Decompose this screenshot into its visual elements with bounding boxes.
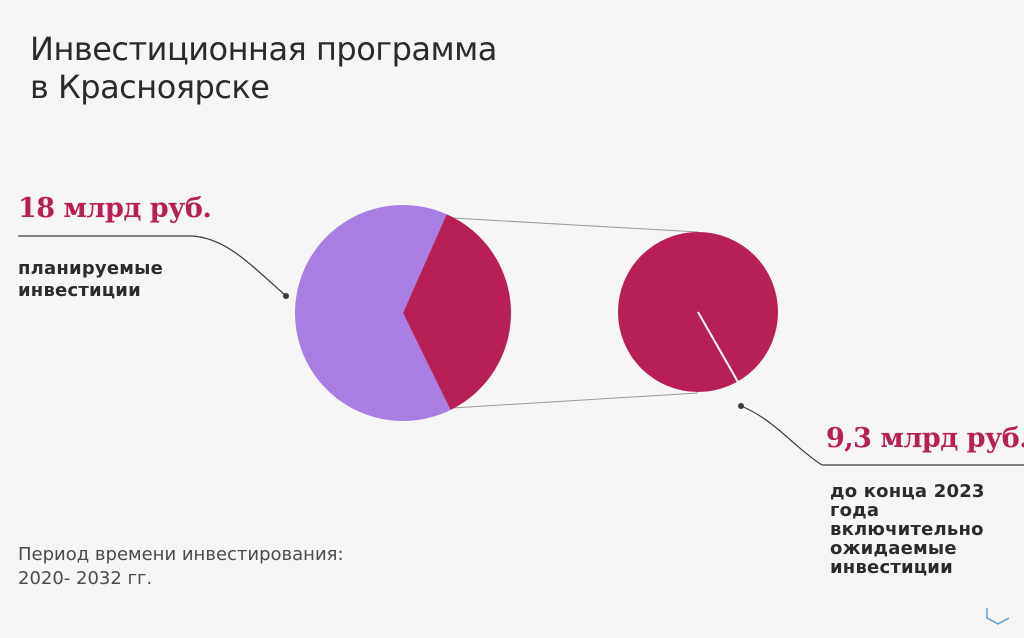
connector-line-bottom xyxy=(451,392,699,409)
title-line-1: Инвестиционная программа xyxy=(30,30,497,68)
left-callout-dot xyxy=(283,293,289,299)
right-value: 9,3 млрд руб. xyxy=(826,423,1024,454)
title-line-2: в Красноярске xyxy=(30,68,270,106)
right-description-line-1: до конца 2023 xyxy=(830,481,985,502)
left-description: планируемые инвестиции xyxy=(18,258,163,302)
right-description-line-4: ожидаемые xyxy=(830,538,957,559)
main-pie xyxy=(295,205,512,421)
investment-period: Период времени инвестирования: 2020- 203… xyxy=(18,543,344,591)
right-description: до конца 2023 года включительно ожидаемы… xyxy=(830,482,985,577)
detail-pie xyxy=(618,232,778,392)
period-label: Период времени инвестирования: xyxy=(18,544,344,565)
detail-pie-divider xyxy=(697,311,739,382)
corner-chevron-icon xyxy=(986,608,1010,625)
right-callout-curve xyxy=(740,405,823,466)
right-description-line-5: инвестиции xyxy=(830,557,953,578)
connector-line-top xyxy=(451,217,699,233)
left-description-line-1: планируемые xyxy=(18,258,164,279)
right-description-line-3: включительно xyxy=(830,519,984,540)
pie-slice-expected xyxy=(403,214,512,410)
page-title: Инвестиционная программа в Красноярске xyxy=(30,30,497,106)
right-description-line-2: года xyxy=(830,500,880,521)
period-value: 2020- 2032 гг. xyxy=(18,568,153,589)
left-description-line-2: инвестиции xyxy=(18,280,141,301)
left-callout-curve xyxy=(191,235,287,297)
left-value: 18 млрд руб. xyxy=(18,193,212,224)
pie-slice-remaining xyxy=(295,205,451,421)
